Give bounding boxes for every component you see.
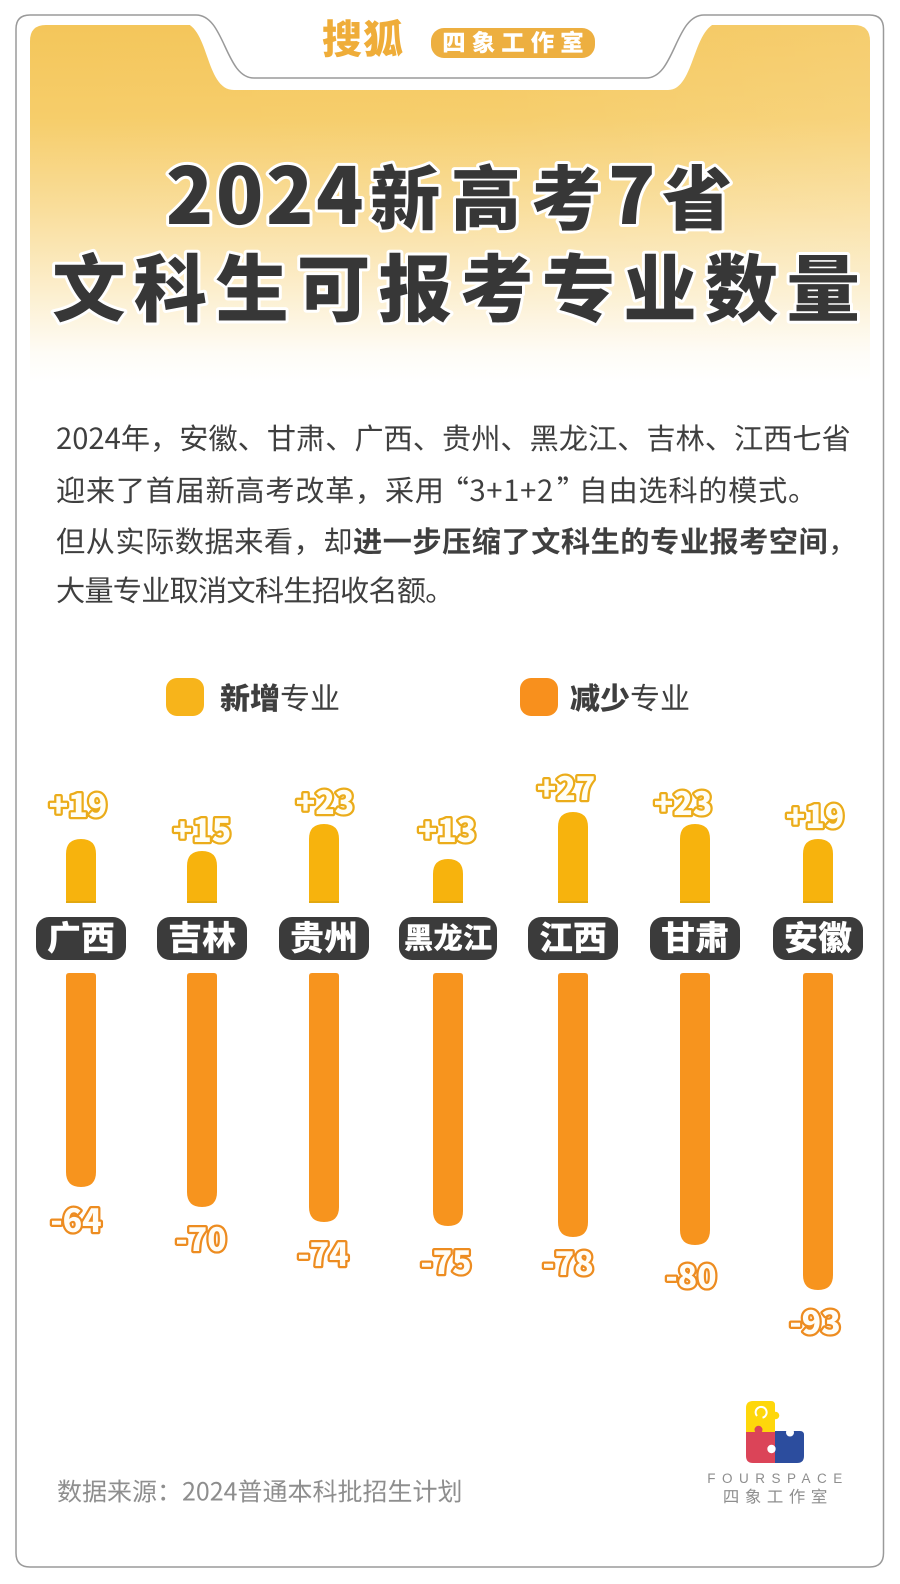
svg-text:FOURSPACE: FOURSPACE xyxy=(707,1471,849,1486)
